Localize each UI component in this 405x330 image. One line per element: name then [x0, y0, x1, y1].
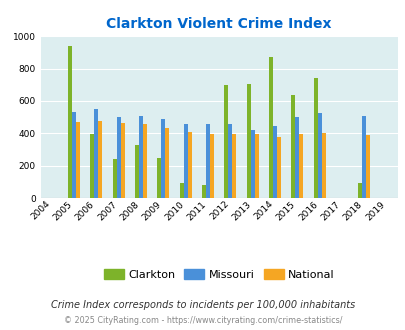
Bar [269, 57, 273, 198]
Bar [72, 112, 76, 198]
Bar [313, 78, 317, 198]
Title: Clarkton Violent Crime Index: Clarkton Violent Crime Index [106, 17, 331, 31]
Text: © 2025 CityRating.com - https://www.cityrating.com/crime-statistics/: © 2025 CityRating.com - https://www.city… [64, 316, 341, 325]
Bar [206, 124, 209, 198]
Bar [365, 135, 369, 198]
Legend: Clarkton, Missouri, National: Clarkton, Missouri, National [99, 265, 338, 285]
Bar [273, 126, 276, 198]
Bar [90, 134, 94, 198]
Bar [179, 183, 183, 198]
Bar [161, 119, 165, 198]
Bar [113, 159, 117, 198]
Bar [120, 123, 124, 198]
Bar [276, 137, 280, 198]
Bar [94, 109, 98, 198]
Bar [209, 134, 213, 198]
Bar [202, 185, 206, 198]
Bar [135, 146, 139, 198]
Bar [143, 124, 147, 198]
Bar [317, 113, 321, 198]
Bar [254, 134, 258, 198]
Bar [165, 128, 169, 198]
Bar [250, 130, 254, 198]
Bar [295, 117, 298, 198]
Bar [246, 84, 250, 198]
Bar [224, 85, 228, 198]
Bar [139, 116, 143, 198]
Bar [291, 94, 295, 198]
Bar [362, 116, 365, 198]
Bar [228, 124, 232, 198]
Bar [157, 158, 161, 198]
Bar [76, 122, 80, 198]
Text: Crime Index corresponds to incidents per 100,000 inhabitants: Crime Index corresponds to incidents per… [51, 300, 354, 310]
Bar [117, 117, 120, 198]
Bar [187, 132, 191, 198]
Bar [68, 46, 72, 198]
Bar [232, 134, 236, 198]
Bar [298, 134, 303, 198]
Bar [358, 183, 362, 198]
Bar [98, 121, 102, 198]
Bar [183, 124, 187, 198]
Bar [321, 133, 325, 198]
